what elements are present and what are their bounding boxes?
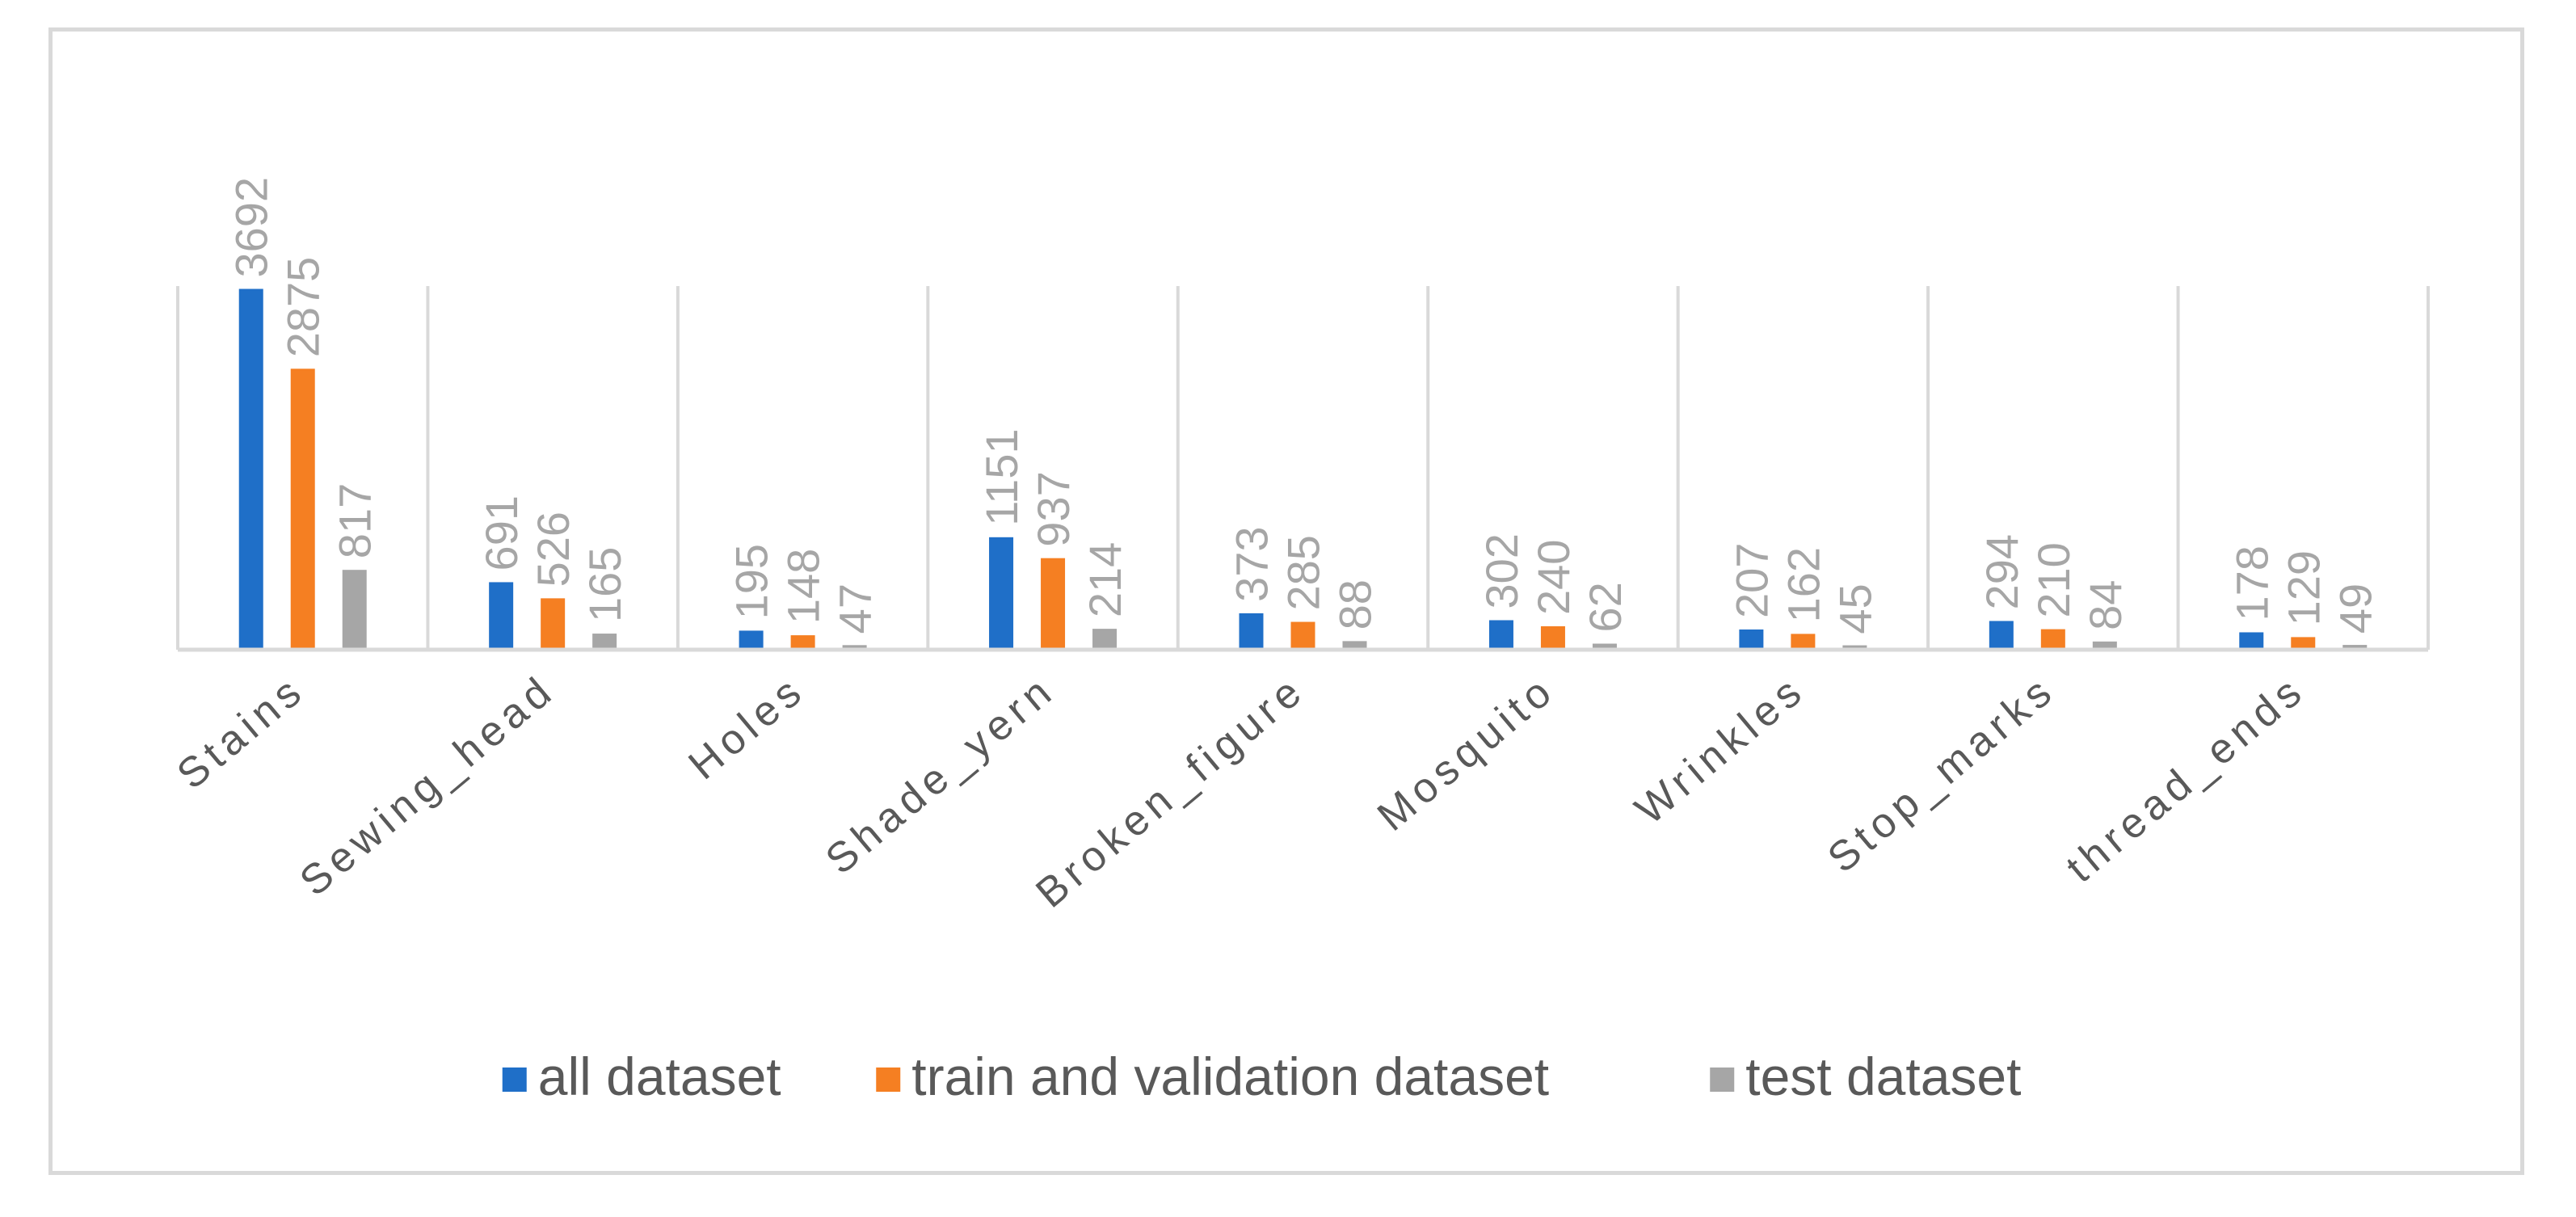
bar-test-dataset-thread-ends (2342, 645, 2368, 650)
bar-all-dataset-wrinkles (1739, 629, 1764, 650)
data-label: 88 (1330, 579, 1381, 630)
bars (238, 288, 2368, 650)
data-label: 817 (330, 483, 381, 558)
data-label: 49 (2330, 583, 2380, 634)
data-label: 1151 (976, 428, 1027, 525)
data-label: 214 (1080, 542, 1130, 617)
data-label: 62 (1580, 582, 1631, 632)
legend-swatch-train-and-validation-dataset (876, 1068, 901, 1092)
bar-test-dataset-sewing-head (592, 634, 617, 650)
x-tick-label: Holes (680, 666, 814, 789)
bar-all-dataset-sewing-head (489, 582, 514, 650)
data-label: 937 (1028, 471, 1079, 546)
data-label: 165 (579, 547, 630, 622)
bar-train-and-validation-dataset-thread-ends (2291, 637, 2316, 650)
data-label: 526 (528, 512, 579, 587)
data-label: 84 (2080, 580, 2131, 630)
data-label: 207 (1726, 543, 1777, 618)
data-label: 294 (1976, 534, 2027, 609)
x-tick-label: Sewing_head (291, 666, 564, 906)
legend: all dataset train and validation dataset t… (502, 1046, 2021, 1106)
x-tick-label: Stop_marks (1819, 666, 2064, 882)
bar-all-dataset-broken-figure (1239, 613, 1264, 650)
data-label: 148 (778, 549, 829, 624)
data-label: 3692 (226, 177, 277, 278)
grid (176, 286, 2430, 650)
bar-train-and-validation-dataset-shade-yern (1041, 558, 1066, 650)
data-label: 178 (2226, 545, 2277, 621)
bar-train-and-validation-dataset-sewing-head (541, 598, 566, 650)
bar-test-dataset-holes (842, 645, 867, 650)
bar-train-and-validation-dataset-stains (290, 368, 315, 650)
data-label: 162 (1778, 547, 1829, 622)
data-label: 47 (830, 583, 881, 634)
data-label: 285 (1278, 535, 1329, 610)
data-label: 2875 (278, 257, 329, 358)
x-tick-label: Wrinkles (1627, 666, 1814, 834)
bar-test-dataset-stains (342, 570, 367, 650)
bar-train-and-validation-dataset-holes (790, 635, 815, 650)
bar-all-dataset-stains (238, 288, 263, 650)
x-tick-label: Mosquito (1369, 666, 1564, 840)
bar-train-and-validation-dataset-wrinkles (1791, 634, 1816, 650)
data-label: 302 (1476, 533, 1527, 608)
x-tick-label: Broken_figure (1027, 666, 1314, 917)
bar-test-dataset-shade-yern (1092, 629, 1118, 650)
bar-all-dataset-stop-marks (1989, 621, 2014, 650)
bar-all-dataset-mosquito (1488, 620, 1513, 650)
x-tick-label: thread_ends (2057, 666, 2314, 892)
bar-test-dataset-broken-figure (1342, 641, 1367, 650)
legend-label-test-dataset: test dataset (1745, 1046, 2021, 1106)
bar-test-dataset-wrinkles (1842, 645, 1867, 650)
data-label: 240 (1528, 540, 1579, 615)
bar-all-dataset-holes (739, 630, 764, 650)
bar-all-dataset-shade-yern (989, 537, 1014, 650)
legend-label-all-dataset: all dataset (538, 1046, 781, 1106)
data-label: 45 (1829, 583, 1880, 634)
bar-train-and-validation-dataset-stop-marks (2040, 629, 2065, 650)
legend-swatch-test-dataset (1710, 1068, 1735, 1092)
bar-all-dataset-thread-ends (2239, 632, 2264, 650)
legend-swatch-all-dataset (502, 1068, 527, 1092)
data-label: 373 (1227, 526, 1277, 601)
data-label: 691 (476, 495, 527, 571)
data-label: 195 (726, 544, 777, 619)
bar-train-and-validation-dataset-broken-figure (1290, 621, 1315, 650)
data-label: 210 (2028, 542, 2079, 617)
bar-train-and-validation-dataset-mosquito (1540, 625, 1565, 650)
x-tick-label: Shade_yern (817, 666, 1064, 884)
x-tick-label: Stains (168, 666, 314, 798)
legend-label-train-and-validation-dataset: train and validation dataset (911, 1046, 1549, 1106)
bar-test-dataset-stop-marks (2092, 641, 2117, 650)
chart-frame: 3692 2875 817 691 526 165 195 148 47 1151 937 214 37… (48, 27, 2524, 1175)
bar-test-dataset-mosquito (1592, 643, 1617, 650)
data-label: 129 (2278, 550, 2329, 625)
